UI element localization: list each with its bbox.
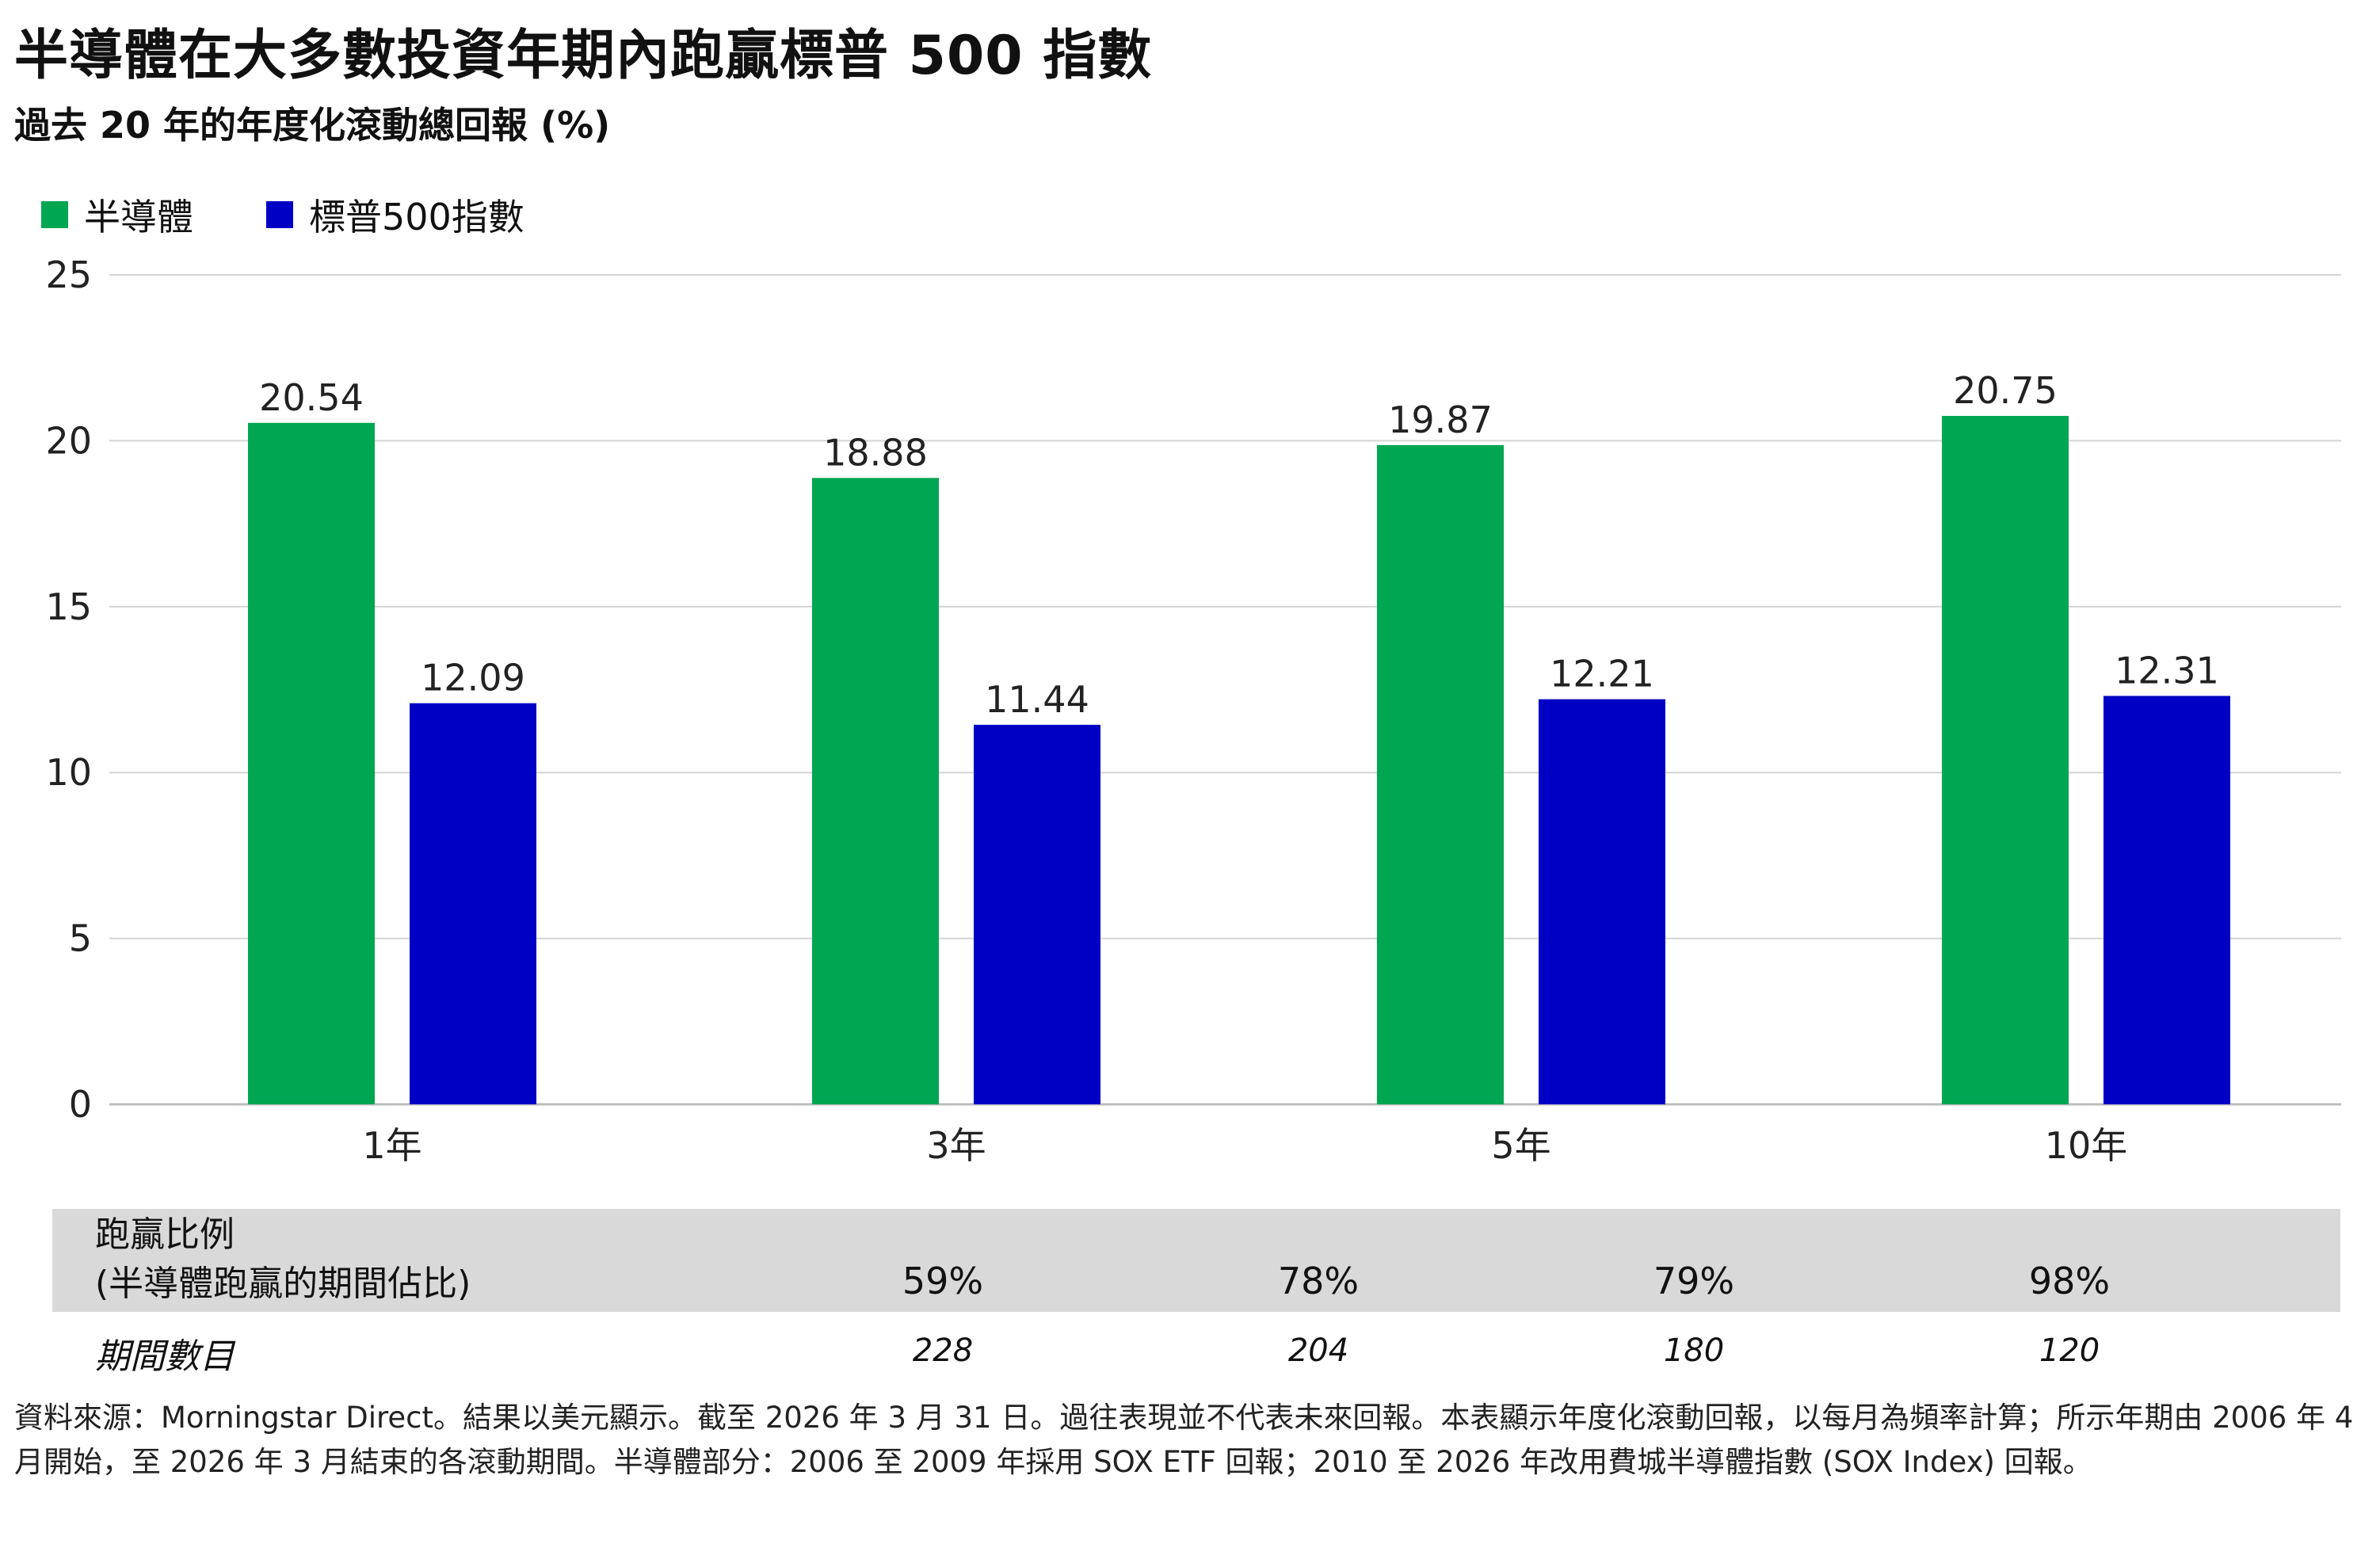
- period-count-value: 180: [1663, 1332, 1725, 1369]
- win-ratio-value: 79%: [1653, 1260, 1735, 1302]
- y-tick-label: 0: [69, 1083, 92, 1126]
- x-tick-label: 10年: [2045, 1124, 2128, 1167]
- data-label: 20.54: [259, 376, 364, 419]
- data-label: 11.44: [985, 678, 1089, 721]
- win-ratio-value: 59%: [902, 1260, 984, 1302]
- y-tick-label: 25: [45, 254, 92, 296]
- bar-sp500: [2103, 696, 2230, 1104]
- legend-swatch-semiconductor: [41, 201, 68, 228]
- bar-sp500: [410, 703, 536, 1104]
- y-tick-label: 5: [69, 917, 92, 960]
- bar-semiconductor: [248, 422, 375, 1104]
- x-tick-label: 3年: [926, 1124, 986, 1167]
- win-ratio-value: 78%: [1277, 1260, 1360, 1302]
- bar-semiconductor: [812, 478, 939, 1104]
- y-tick-label: 10: [45, 751, 92, 794]
- data-label: 19.87: [1388, 398, 1493, 441]
- y-tick-label: 15: [45, 585, 92, 628]
- x-tick-label: 5年: [1491, 1124, 1550, 1167]
- win-ratio-label-line1: 跑贏比例: [95, 1214, 235, 1255]
- legend-label-semiconductor: 半導體: [84, 196, 193, 238]
- data-label: 18.88: [823, 431, 928, 474]
- bar-sp500: [1539, 699, 1665, 1104]
- legend-label-sp500: 標普500指數: [309, 196, 524, 238]
- bar-semiconductor: [1942, 415, 2069, 1104]
- bar-sp500: [974, 724, 1100, 1104]
- period-count-value: 120: [2039, 1332, 2100, 1369]
- data-label: 12.31: [2115, 649, 2219, 692]
- win-ratio-label-line2: (半導體跑贏的期間佔比): [95, 1264, 471, 1304]
- legend-swatch-sp500: [266, 201, 293, 228]
- chart-subtitle: 過去 20 年的年度化滾動總回報 (%): [14, 104, 611, 147]
- period-count-label: 期間數目: [95, 1336, 235, 1377]
- legend-item-semiconductor: 半導體: [41, 189, 193, 241]
- period-count-value: 228: [912, 1332, 974, 1369]
- legend: 半導體 標普500指數: [41, 189, 597, 241]
- bar-chart: 0 5 10 15 20 25 20.54 18.88 19.87 20.75 12.09 11.44…: [45, 254, 2341, 1167]
- win-ratio-band: [52, 1209, 2340, 1312]
- period-count-value: 204: [1287, 1332, 1349, 1369]
- legend-item-sp500: 標普500指數: [266, 189, 524, 241]
- x-tick-label: 1年: [362, 1124, 421, 1167]
- win-ratio-label: 跑贏比例 (半導體跑贏的期間佔比): [95, 1210, 471, 1309]
- data-label: 12.09: [421, 657, 525, 700]
- bar-semiconductor: [1377, 444, 1504, 1104]
- data-label: 20.75: [1953, 369, 2058, 412]
- source-footnote: 資料來源：Morningstar Direct。結果以美元顯示。截至 2026 …: [14, 1401, 2354, 1479]
- chart-title: 半導體在大多數投資年期內跑贏標普 500 指數: [14, 25, 1153, 87]
- data-label: 12.21: [1550, 653, 1654, 696]
- y-tick-label: 20: [45, 419, 92, 462]
- win-ratio-value: 98%: [2028, 1260, 2111, 1302]
